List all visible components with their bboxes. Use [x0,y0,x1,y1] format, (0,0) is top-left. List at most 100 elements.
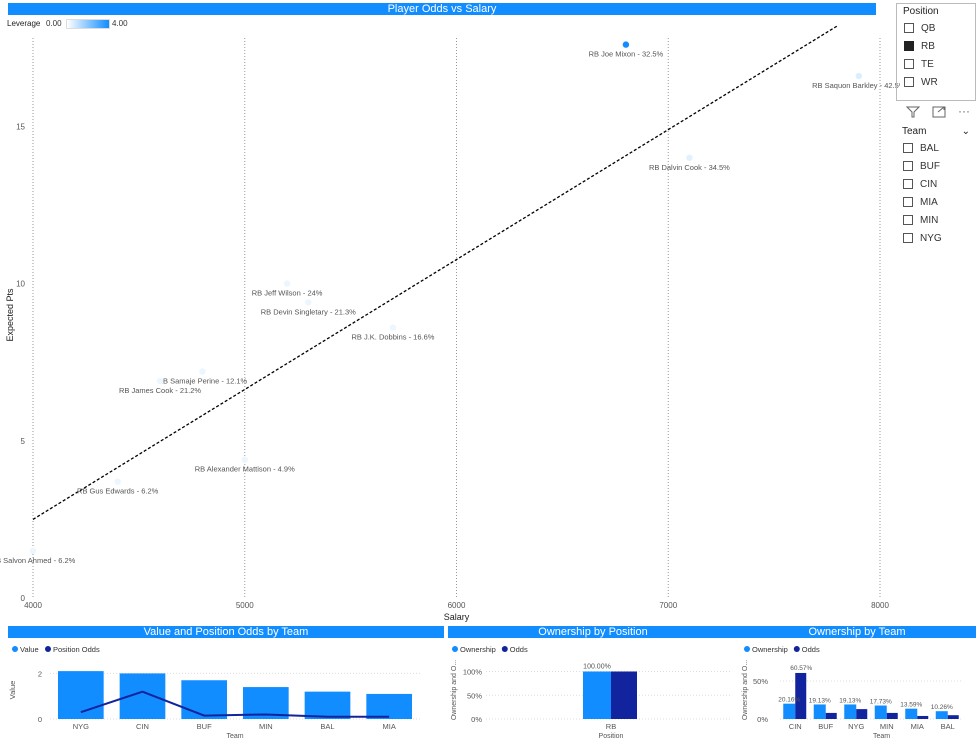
point-label: RB Dalvin Cook - 34.5% [649,163,730,172]
slicer-item-label: NYG [920,232,942,244]
team-slicer-item-mia[interactable]: MIA [896,193,976,211]
checkbox[interactable] [904,59,914,69]
position-slicer: Position QB RB TE WR [896,3,976,101]
legend-label: Position Odds [53,645,100,654]
checkbox[interactable] [903,215,913,225]
filter-icon[interactable] [905,106,921,121]
more-options-icon[interactable]: ··· [958,104,970,118]
legend-dot [793,646,800,652]
x-tick-label: MIN [259,722,273,731]
slicer-item-label: RB [921,40,935,52]
ownership-bar [813,704,826,719]
point-player-name: RB Joe Mixon [589,50,636,59]
point-odds: 32.5% [642,50,664,59]
x-tick-label: BUF [818,722,833,731]
x-tick-label: NYG [73,722,89,731]
y-tick-label: 0 [21,594,26,603]
point-odds: 42.5% [884,81,900,90]
main-chart-title: Player Odds vs Salary [8,3,876,15]
checkbox[interactable] [903,197,913,207]
y-tick-label: 0 [38,715,42,724]
trend-line [32,25,838,520]
data-label: 19.13% [839,697,861,704]
checkbox[interactable] [904,23,914,33]
slicer-item-label: BAL [920,142,939,154]
checkbox[interactable] [904,41,914,51]
y-axis-title: Ownership and O... [451,660,458,720]
point-label: RB Joe Mixon - 32.5% [589,50,664,59]
point-player-name: RB J.K. Dobbins [351,333,406,342]
legend-label: Ownership [460,645,496,654]
scatter-point [855,72,863,80]
ownership-bar [783,703,796,719]
data-label: 20.16% [778,697,800,704]
ownership-bar [905,708,918,719]
checkbox[interactable] [904,77,914,87]
point-player-name: RB Devin Singletary [261,307,328,316]
position-slicer-item-qb[interactable]: QB [897,19,975,37]
point-odds: 34.5% [709,163,731,172]
slicer-item-label: MIA [920,196,938,208]
checkbox[interactable] [903,161,913,171]
x-tick-label: BAL [941,722,955,731]
checkbox[interactable] [903,143,913,153]
ownership-bar [844,704,857,719]
ownership-position-chart: Ownership Odds 0% 50% 100% Ownership and O...… [451,645,731,740]
value-position-odds-chart: Value Position Odds 0 2 Value NYG CIN BUF MIN BAL… [8,645,420,740]
team-slicer-item-cin[interactable]: CIN [896,175,976,193]
scatter-point [389,324,397,331]
team-slicer-item-nyg[interactable]: NYG [896,229,976,247]
value-chart-title: Value and Position Odds by Team [8,626,444,638]
point-label: RB Salvon Ahmed - 6.2% [0,556,76,565]
x-axis-title: Team [226,733,243,740]
chevron-down-icon[interactable]: ⌄ [961,126,970,137]
x-axis-title: Position [599,733,624,740]
y-tick-label: 10 [16,280,25,289]
ownership-position-title: Ownership by Position [448,626,738,638]
scatter-point [305,299,312,306]
position-slicer-header: Position [903,6,939,17]
ownership-team-title: Ownership by Team [738,626,976,638]
y-tick-label: 0% [471,715,482,724]
point-player-name: RB Salvon Ahmed [0,556,52,565]
focus-mode-icon[interactable] [932,106,946,121]
data-label: 10.26% [931,704,953,711]
position-slicer-item-rb[interactable]: RB [897,37,975,55]
x-tick-label: RB [606,722,616,731]
team-slicer: Team ⌄ BAL BUF CIN MIA MIN NYG [896,124,976,247]
team-slicer-item-bal[interactable]: BAL [896,139,976,157]
slicer-item-label: BUF [920,160,940,172]
position-slicer-item-te[interactable]: TE [897,55,975,73]
point-odds: 21.2% [180,386,202,395]
checkbox[interactable] [903,233,913,243]
value-bar [181,680,227,719]
x-tick-label: 6000 [448,601,466,610]
data-label: 13.59% [900,702,922,709]
scatter-point [114,478,121,485]
position-slicer-item-wr[interactable]: WR [897,73,975,91]
value-bar [58,671,104,719]
team-slicer-item-min[interactable]: MIN [896,211,976,229]
odds-bar [886,712,898,719]
leverage-label: Leverage [7,19,41,28]
y-axis-title: Ownership and O... [742,660,749,720]
point-odds: 24% [307,289,322,298]
x-tick-label: CIN [789,722,802,731]
point-player-name: RB James Cook [119,386,173,395]
checkbox[interactable] [903,179,913,189]
x-tick-label: NYG [848,722,864,731]
value-bar [366,693,412,719]
value-bar [304,691,351,719]
team-slicer-header[interactable]: Team ⌄ [896,124,976,139]
legend-dot [45,646,51,652]
y-axis-title: Expected Pts [5,288,15,342]
data-label: 60.57% [790,665,812,672]
team-slicer-item-buf[interactable]: BUF [896,157,976,175]
legend-dot [501,646,508,652]
point-odds: 21.3% [335,307,357,316]
scatter-point [686,154,693,161]
slicer-item-label: TE [921,58,934,70]
scatter-point [29,547,37,555]
y-tick-label: 0% [757,715,768,724]
x-tick-label: MIA [382,722,395,731]
